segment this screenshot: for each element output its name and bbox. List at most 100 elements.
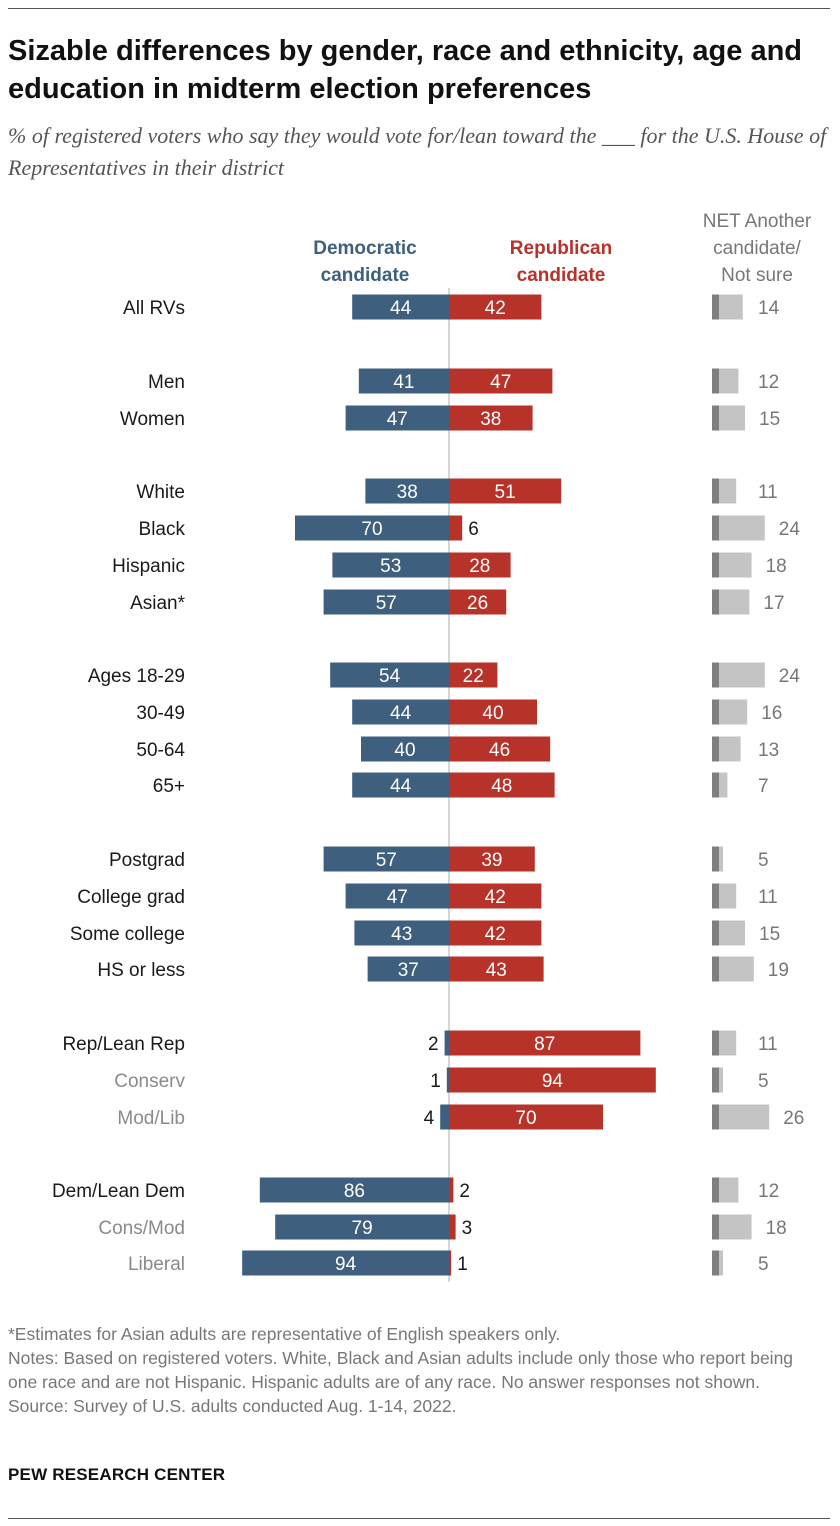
dem-bar [367, 956, 449, 982]
bottom-rule [8, 1518, 830, 1519]
rep-header-line: Republican [510, 238, 612, 259]
category-label: Dem/Lean Dem [52, 1181, 185, 1202]
rep-value-label: 51 [495, 482, 516, 503]
dem-bar [446, 1067, 449, 1093]
other-bar-light [719, 1104, 770, 1130]
other-bar-light [719, 772, 728, 798]
other-bar-dark [712, 1030, 719, 1056]
category-label: Hispanic [112, 556, 185, 577]
dem-value-label: 41 [393, 372, 414, 393]
dem-value-label: 47 [387, 409, 408, 430]
other-value-label: 11 [758, 887, 778, 908]
rep-value-label: 26 [467, 593, 488, 614]
other-value-label: 14 [758, 298, 780, 319]
rep-value-label: 28 [469, 556, 490, 577]
other-bar-dark [712, 846, 719, 872]
rep-value-label: 38 [480, 409, 501, 430]
dem-header-line: Democratic [313, 238, 417, 259]
other-bar-light [719, 846, 723, 872]
category-label: White [136, 482, 185, 503]
dem-header-line: candidate [321, 265, 410, 286]
rep-bar [449, 883, 542, 909]
category-label: Conserv [114, 1071, 185, 1092]
other-value-label: 16 [761, 703, 782, 724]
dem-bar [330, 662, 449, 688]
other-bar-light [719, 883, 737, 909]
dem-bar [354, 920, 449, 946]
other-header-line: Not sure [721, 265, 793, 286]
other-bar-light [719, 368, 739, 394]
other-bar-light [719, 515, 765, 541]
other-bar-light [719, 405, 745, 431]
other-value-label: 5 [758, 1071, 769, 1092]
other-value-label: 19 [768, 960, 789, 981]
dem-bar [259, 1177, 449, 1203]
dem-value-label: 70 [361, 519, 382, 540]
dem-value-label: 57 [376, 850, 397, 871]
category-label: Black [139, 519, 186, 540]
dem-bar [361, 736, 449, 762]
category-label: All RVs [123, 298, 185, 319]
dem-value-label: 40 [394, 740, 415, 761]
other-bar-dark [712, 736, 719, 762]
dem-value-label: 57 [376, 593, 397, 614]
category-label: Mod/Lib [117, 1108, 185, 1129]
other-value-label: 7 [758, 776, 769, 797]
other-value-label: 24 [779, 666, 801, 687]
other-bar-dark [712, 662, 719, 688]
rep-bar [449, 736, 551, 762]
other-bar-light [719, 736, 741, 762]
other-bar-light [719, 1067, 723, 1093]
other-bar-dark [712, 294, 719, 320]
category-label: 65+ [153, 776, 185, 797]
dem-value-label: 54 [379, 666, 401, 687]
other-bar-light [719, 1177, 739, 1203]
rep-value-label: 42 [485, 924, 506, 945]
chart-subtitle: % of registered voters who say they woul… [8, 123, 827, 180]
category-label: College grad [77, 887, 185, 908]
rep-value-label: 2 [459, 1181, 470, 1202]
rep-bar [449, 699, 537, 725]
rep-bar [449, 1177, 454, 1203]
rep-bar [449, 1250, 452, 1276]
category-label: Liberal [128, 1254, 185, 1275]
other-bar-light [719, 552, 752, 578]
other-bar-light [719, 478, 737, 504]
dem-bar [440, 1104, 449, 1130]
rep-bar [449, 589, 507, 615]
dem-value-label: 53 [380, 556, 401, 577]
other-value-label: 12 [758, 1181, 779, 1202]
rep-value-label: 46 [489, 740, 510, 761]
rep-value-label: 40 [482, 703, 503, 724]
chart-title: Sizable differences by gender, race and … [8, 35, 803, 105]
other-bar-dark [712, 405, 719, 431]
dem-value-label: 38 [397, 482, 418, 503]
dem-value-label: 4 [424, 1108, 435, 1129]
category-label: Rep/Lean Rep [62, 1034, 185, 1055]
dem-value-label: 44 [390, 776, 412, 797]
rep-bar [449, 294, 542, 320]
other-bar-dark [712, 883, 719, 909]
category-label: Women [120, 409, 185, 430]
dem-bar [345, 883, 449, 909]
rep-bar [449, 552, 511, 578]
rep-value-label: 70 [515, 1108, 536, 1129]
other-bar-dark [712, 1104, 719, 1130]
category-label: 30-49 [136, 703, 185, 724]
other-bar-dark [712, 699, 719, 725]
dem-value-label: 44 [390, 298, 412, 319]
diverging-bar-chart: Democratic candidate Republican candidate NE… [52, 211, 812, 1282]
other-bar-light [719, 1250, 723, 1276]
rep-bar [449, 1067, 656, 1093]
other-bar-dark [712, 772, 719, 798]
dem-value-label: 79 [352, 1218, 373, 1239]
dem-bar [352, 772, 449, 798]
category-label: Asian* [130, 593, 186, 614]
other-value-label: 17 [763, 593, 784, 614]
other-bar-dark [712, 920, 719, 946]
rep-bar [449, 846, 535, 872]
dem-bar [323, 589, 449, 615]
other-bar-dark [712, 515, 719, 541]
dem-bar [332, 552, 449, 578]
rep-value-label: 94 [542, 1071, 564, 1092]
